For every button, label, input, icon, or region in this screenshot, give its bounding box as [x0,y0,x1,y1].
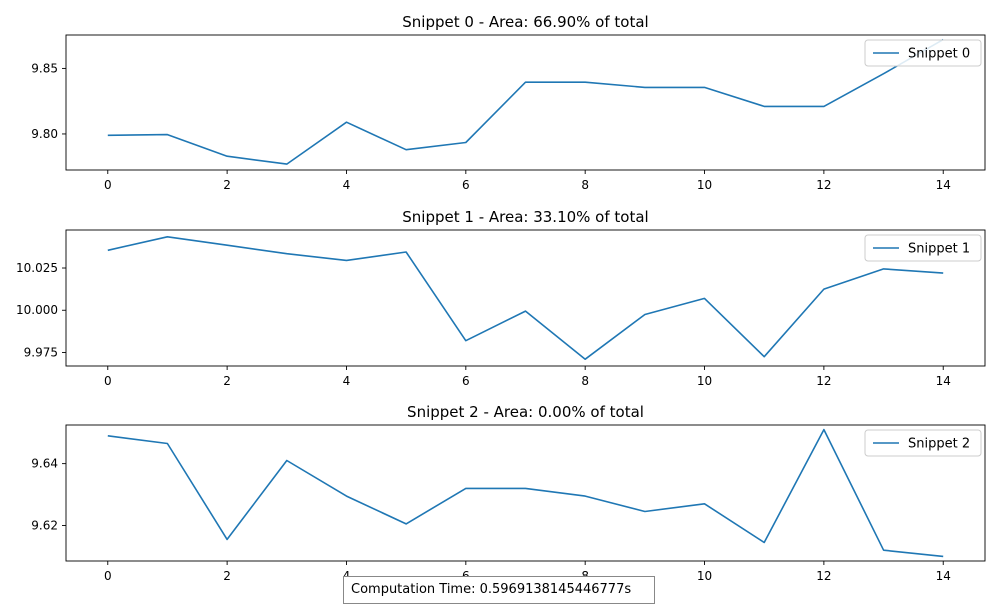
legend: Snippet 2 [865,430,981,456]
x-tick-label: 12 [816,374,831,388]
x-tick-label: 6 [462,374,470,388]
x-tick-label: 14 [936,569,951,583]
x-tick-label: 6 [462,178,470,192]
chart-panel-0: Snippet 0 - Area: 66.90% of total 0 2 4 6 8 10… [31,13,985,192]
x-tick-label: 14 [936,374,951,388]
x-tick-label: 2 [223,569,231,583]
x-tick-label: 10 [697,374,712,388]
x-tick-label: 12 [816,569,831,583]
x-tick-label: 0 [104,569,112,583]
x-tick-label: 4 [343,178,351,192]
legend: Snippet 1 [865,235,981,261]
y-tick-label: 9.80 [31,127,58,141]
chart-panel-1: Snippet 1 - Area: 33.10% of total 0 2 4 6 8 10… [16,208,985,388]
legend-label: Snippet 0 [908,47,970,62]
x-tick-label: 0 [104,374,112,388]
y-tick-label: 9.975 [24,345,58,359]
y-tick-label: 10.000 [16,303,58,317]
legend-label: Snippet 2 [908,437,970,452]
plot-frame [66,35,985,170]
x-tick-label: 2 [223,374,231,388]
series-line-0 [108,40,943,165]
chart-title: Snippet 1 - Area: 33.10% of total [402,208,648,226]
y-tick-label: 9.85 [31,61,58,75]
x-tick-label: 8 [581,374,589,388]
legend: Snippet 0 [865,40,981,66]
plot-frame [66,425,985,561]
chart-title: Snippet 0 - Area: 66.90% of total [402,13,648,31]
x-tick-label: 12 [816,178,831,192]
y-tick-label: 9.64 [31,457,58,471]
x-tick-label: 14 [936,178,951,192]
series-line-0 [108,237,943,359]
chart-title: Snippet 2 - Area: 0.00% of total [407,403,644,421]
x-tick-label: 10 [697,569,712,583]
x-tick-label: 0 [104,178,112,192]
plot-frame [66,230,985,366]
x-tick-label: 8 [581,178,589,192]
y-tick-label: 9.62 [31,518,58,532]
computation-time-text: Computation Time: 0.5969138145446777s [351,582,631,597]
series-line-0 [108,430,943,557]
x-tick-label: 10 [697,178,712,192]
legend-label: Snippet 1 [908,242,970,257]
x-tick-label: 4 [343,374,351,388]
chart-panel-2: Snippet 2 - Area: 0.00% of total02468101… [31,403,985,583]
y-tick-label: 10.025 [16,261,58,275]
x-tick-label: 2 [223,178,231,192]
